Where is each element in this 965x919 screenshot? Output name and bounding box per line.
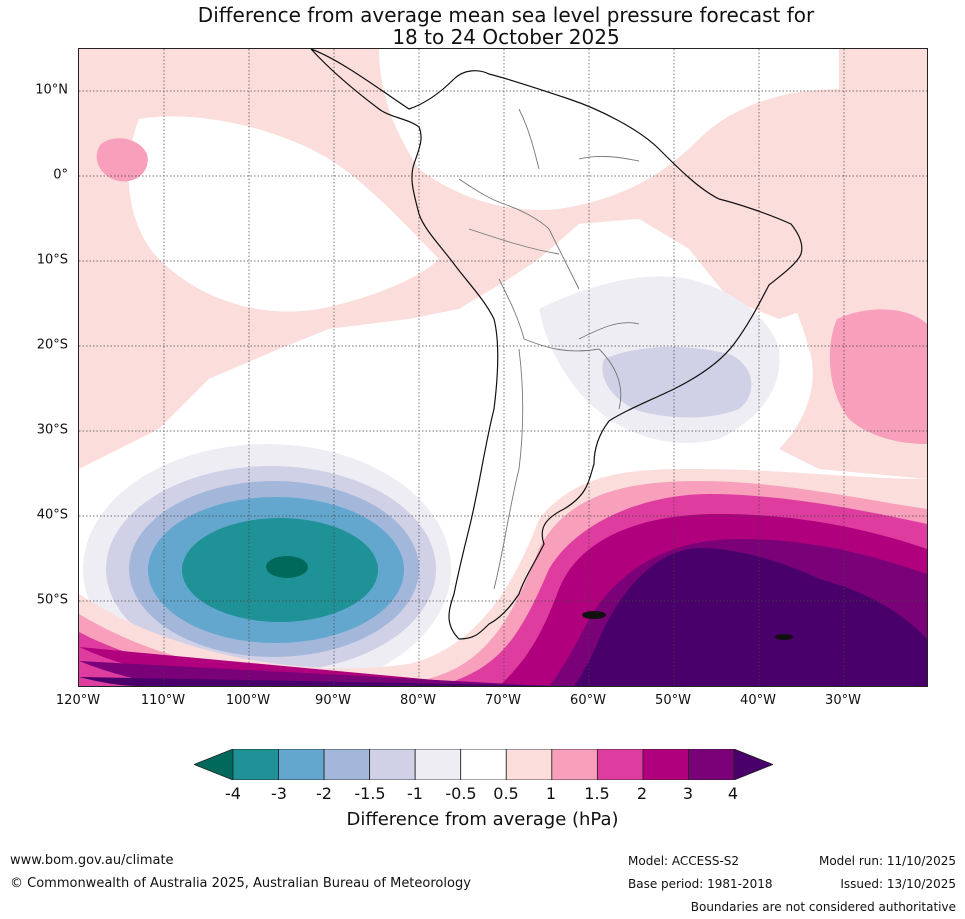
colorbar-tick-0p5: 0.5 — [493, 784, 519, 803]
anomaly-region-positive-1-1p5-east — [829, 309, 927, 444]
chart-title: Difference from average mean sea level p… — [0, 4, 965, 48]
colorbar-segment — [688, 749, 735, 780]
map-svg — [79, 49, 927, 686]
lon-label-100w: 100°W — [225, 693, 271, 708]
colorbar-extend-min — [194, 749, 234, 780]
colorbar-tick-minus-3: -3 — [271, 784, 287, 803]
colorbar-tick-1p5: 1.5 — [584, 784, 610, 803]
lat-label-10s: 10°S — [36, 252, 68, 268]
anomaly-region-neutral-ne — [379, 49, 839, 210]
colorbar-extend-max — [733, 749, 773, 780]
colorbar-segment — [505, 749, 553, 780]
lat-label-20s: 20°S — [36, 337, 68, 353]
coastline-south-america — [310, 49, 803, 640]
footer-copyright: © Commonwealth of Australia 2025, Austra… — [10, 876, 471, 891]
colorbar-tick-2: 2 — [636, 784, 648, 803]
colorbar-tick-minus-0p5: -0.5 — [445, 784, 477, 803]
colorbar-segment — [323, 749, 371, 780]
lon-label-30w: 30°W — [825, 693, 861, 708]
falkland-islands — [582, 611, 606, 619]
footer-disclaimer: Boundaries are not considered authoritat… — [690, 900, 956, 914]
footer-issued: Issued: 13/10/2025 — [840, 877, 956, 891]
lat-label-40s: 40°S — [36, 507, 68, 523]
lon-label-90w: 90°W — [315, 693, 351, 708]
footer-base-period: Base period: 1981-2018 — [628, 877, 773, 891]
colorbar-tick-minus-1p5: -1.5 — [354, 784, 386, 803]
lon-label-70w: 70°W — [485, 693, 521, 708]
country-borders — [458, 108, 640, 590]
footer-model-run: Model run: 11/10/2025 — [818, 854, 956, 868]
footer-model: Model: ACCESS-S2 — [628, 854, 740, 868]
title-line-1: Difference from average mean sea level p… — [197, 3, 815, 27]
south-georgia-island — [775, 634, 793, 640]
lon-label-110w: 110°W — [140, 693, 186, 708]
footer-website: www.bom.gov.au/climate — [10, 853, 174, 868]
colorbar-tick-minus-2: -2 — [316, 784, 332, 803]
colorbar-segment — [414, 749, 462, 780]
colorbar-tick-4: 4 — [727, 784, 739, 803]
colorbar-segment — [369, 749, 416, 780]
lon-label-40w: 40°W — [740, 693, 776, 708]
lat-label-0: 0° — [53, 167, 68, 183]
colorbar-tick-1: 1 — [545, 784, 557, 803]
anomaly-high-plus-4 — [79, 548, 927, 686]
lon-label-80w: 80°W — [400, 693, 436, 708]
anomaly-region-neutral-north — [128, 116, 439, 312]
lon-label-120w: 120°W — [55, 693, 101, 708]
colorbar-segment — [232, 749, 279, 780]
pressure-anomaly-map — [78, 48, 928, 687]
colorbar-tick-minus-4: -4 — [225, 784, 241, 803]
lon-label-60w: 60°W — [570, 693, 606, 708]
colorbar-segment — [278, 749, 325, 780]
colorbar — [194, 749, 773, 780]
anomaly-low-minus-4 — [266, 556, 308, 578]
anomaly-region-positive-1-1p5-west — [96, 138, 148, 182]
lat-label-10n: 10°N — [35, 82, 68, 98]
colorbar-label: Difference from average (hPa) — [346, 809, 619, 830]
colorbar-segment — [460, 749, 507, 780]
colorbar-segment — [642, 749, 689, 780]
title-line-2: 18 to 24 October 2025 — [392, 25, 620, 49]
colorbar-tick-minus-1: -1 — [407, 784, 423, 803]
colorbar-segment — [551, 749, 598, 780]
lat-label-30s: 30°S — [36, 422, 68, 438]
colorbar-tick-3: 3 — [682, 784, 694, 803]
colorbar-segment — [596, 749, 644, 780]
lon-label-50w: 50°W — [655, 693, 691, 708]
graticule — [79, 49, 927, 686]
lat-label-50s: 50°S — [36, 592, 68, 608]
